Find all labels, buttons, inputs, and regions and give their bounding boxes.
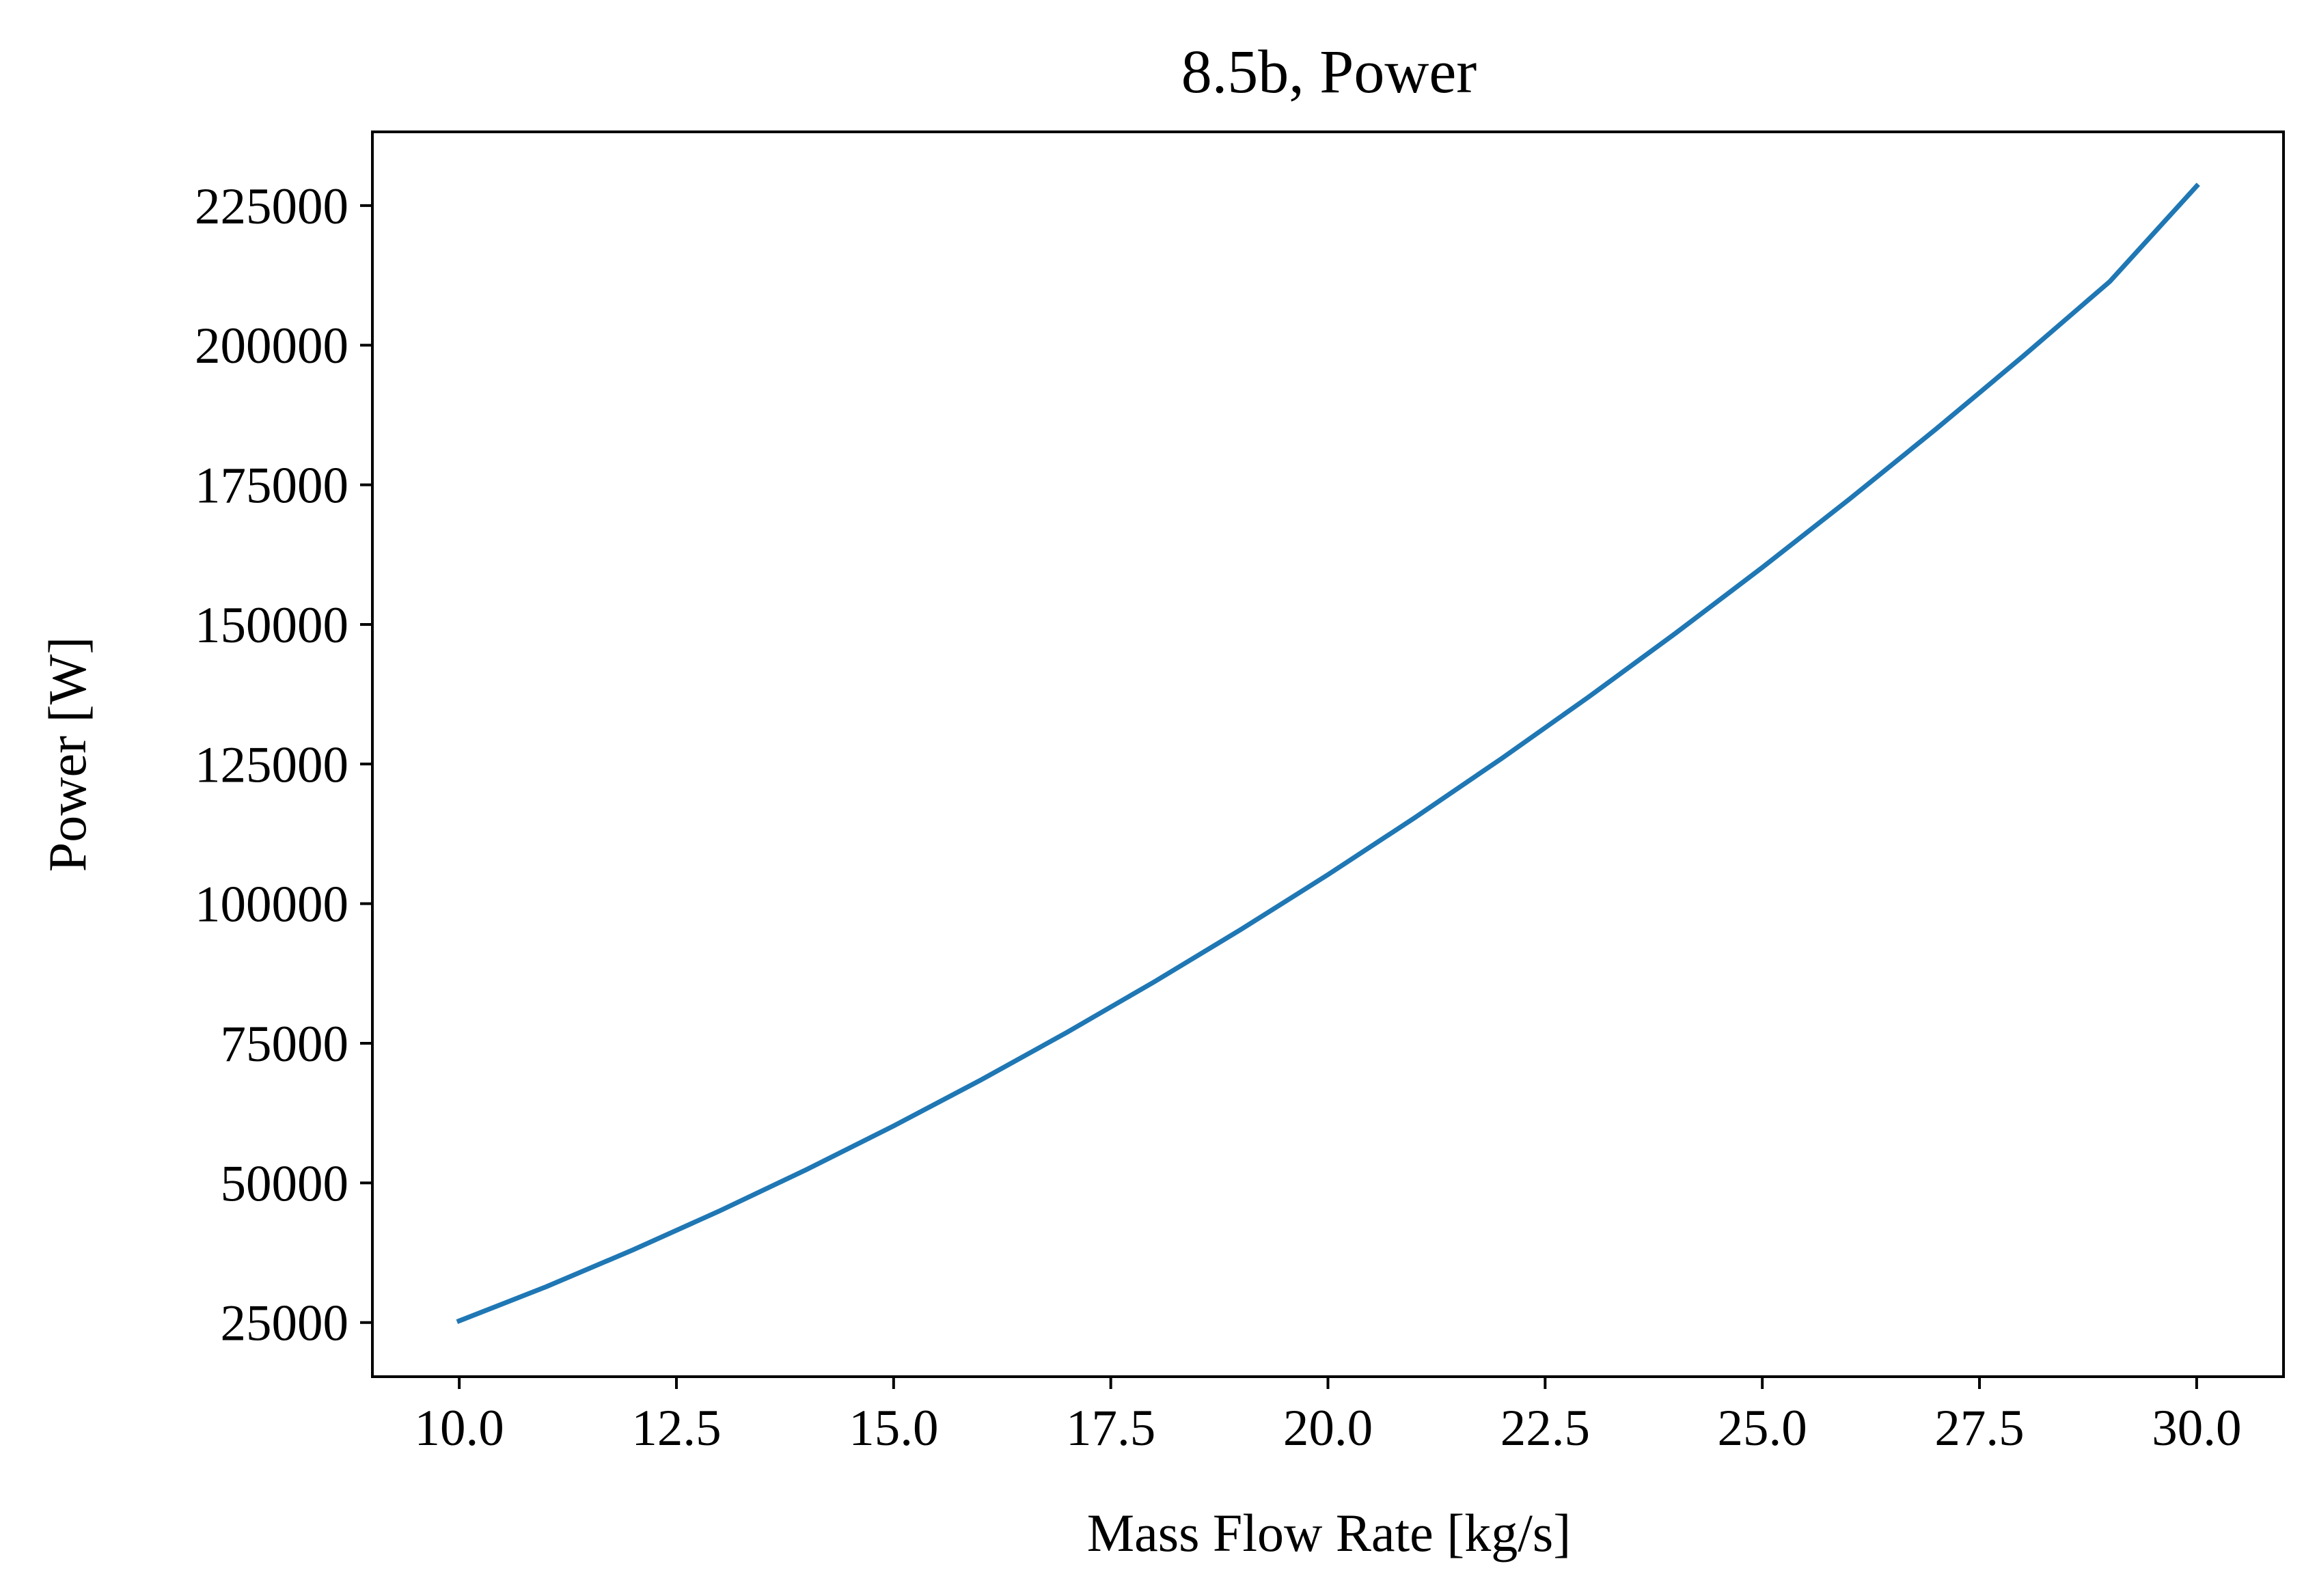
x-tick-label: 20.0 <box>1283 1400 1373 1457</box>
x-axis-title: Mass Flow Rate [kg/s] <box>1087 1503 1571 1563</box>
y-tick-label: 175000 <box>195 458 348 514</box>
y-axis-ticks: 25000 50000 75000 100000 125000 150000 175000 2… <box>195 178 372 1352</box>
x-tick-label: 17.5 <box>1066 1400 1155 1457</box>
series-layer <box>456 182 2200 1324</box>
chart-title: 8.5b, Power <box>1181 38 1477 106</box>
x-tick-label: 25.0 <box>1718 1400 1807 1457</box>
x-tick-label: 27.5 <box>1934 1400 2024 1457</box>
y-tick-label: 100000 <box>195 877 348 933</box>
y-tick-label: 25000 <box>221 1295 349 1352</box>
x-tick-label: 10.0 <box>415 1400 504 1457</box>
y-tick-label: 150000 <box>195 597 348 654</box>
y-tick-label: 200000 <box>195 318 348 374</box>
x-tick-label: 15.0 <box>849 1400 938 1457</box>
plot-area-frame <box>371 130 2285 1378</box>
y-axis-title: Power [W] <box>38 637 97 872</box>
power-series-line <box>456 182 2200 1324</box>
x-axis-ticks: 10.0 12.5 15.0 17.5 20.0 22.5 25.0 27.5 30.0 <box>415 1377 2241 1457</box>
y-tick-label: 75000 <box>221 1016 349 1073</box>
y-tick-label: 225000 <box>195 178 348 235</box>
x-tick-label: 12.5 <box>631 1400 721 1457</box>
x-tick-label: 22.5 <box>1500 1400 1590 1457</box>
y-tick-label: 125000 <box>195 737 348 793</box>
x-tick-label: 30.0 <box>2152 1400 2241 1457</box>
y-tick-label: 50000 <box>221 1155 349 1212</box>
